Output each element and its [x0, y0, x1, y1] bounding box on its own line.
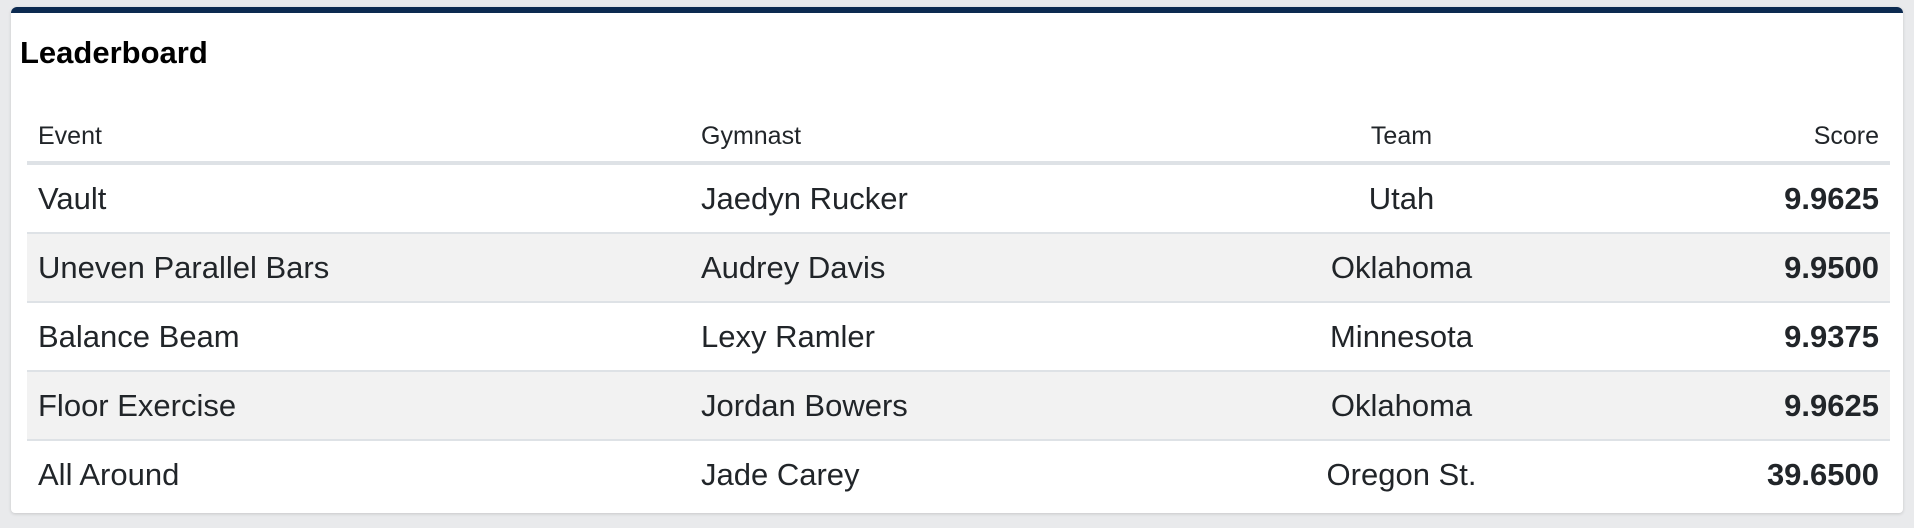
table-row: Vault Jaedyn Rucker Utah 9.9625	[27, 163, 1890, 234]
cell-event: All Around	[38, 456, 180, 492]
cell-event: Floor Exercise	[27, 371, 690, 441]
cell-gymnast: Jaedyn Rucker	[690, 163, 1255, 234]
table-header-row: Event Gymnast Team Score	[27, 111, 1890, 165]
leaderboard-title: Leaderboard	[20, 35, 208, 70]
cell-team: Minnesota	[1255, 302, 1548, 372]
cell-score: 9.9625	[1548, 371, 1890, 441]
cell-team: Oregon St.	[1326, 456, 1477, 492]
cell-team: Oklahoma	[1255, 233, 1548, 303]
cell-gymnast: Audrey Davis	[690, 233, 1255, 303]
cell-team: Oklahoma	[1255, 371, 1548, 441]
cell-event: Uneven Parallel Bars	[27, 233, 690, 303]
cell-score: 39.6500	[1766, 456, 1879, 492]
cell-score: 9.9500	[1548, 233, 1890, 303]
cell-event: Balance Beam	[27, 302, 690, 372]
column-header-team: Team	[1255, 111, 1548, 165]
cell-gymnast: Jordan Bowers	[690, 371, 1255, 441]
cell-team: Utah	[1255, 163, 1548, 234]
cell-gymnast: Jade Carey	[701, 456, 860, 492]
cell-score: 9.9375	[1548, 302, 1890, 372]
leaderboard-table: Event Gymnast Team Score Vault Jaedyn Ruc…	[27, 111, 1890, 508]
column-header-gymnast: Gymnast	[690, 111, 1255, 165]
column-header-event: Event	[27, 111, 690, 165]
table-row: Uneven Parallel Bars Audrey Davis Oklahoma…	[27, 233, 1890, 303]
column-header-score: Score	[1548, 111, 1890, 165]
cell-score: 9.9625	[1548, 163, 1890, 234]
leaderboard-card: Leaderboard Event Gymnast Team Score Vau…	[11, 7, 1903, 513]
table-row: Floor Exercise Jordan Bowers Oklahoma 9.962…	[27, 371, 1890, 441]
table-row: All Around Jade Carey Oregon St. 39.6500	[27, 440, 1890, 508]
cell-gymnast: Lexy Ramler	[690, 302, 1255, 372]
cell-event: Vault	[27, 163, 690, 234]
table-row: Balance Beam Lexy Ramler Minnesota 9.9375	[27, 302, 1890, 372]
